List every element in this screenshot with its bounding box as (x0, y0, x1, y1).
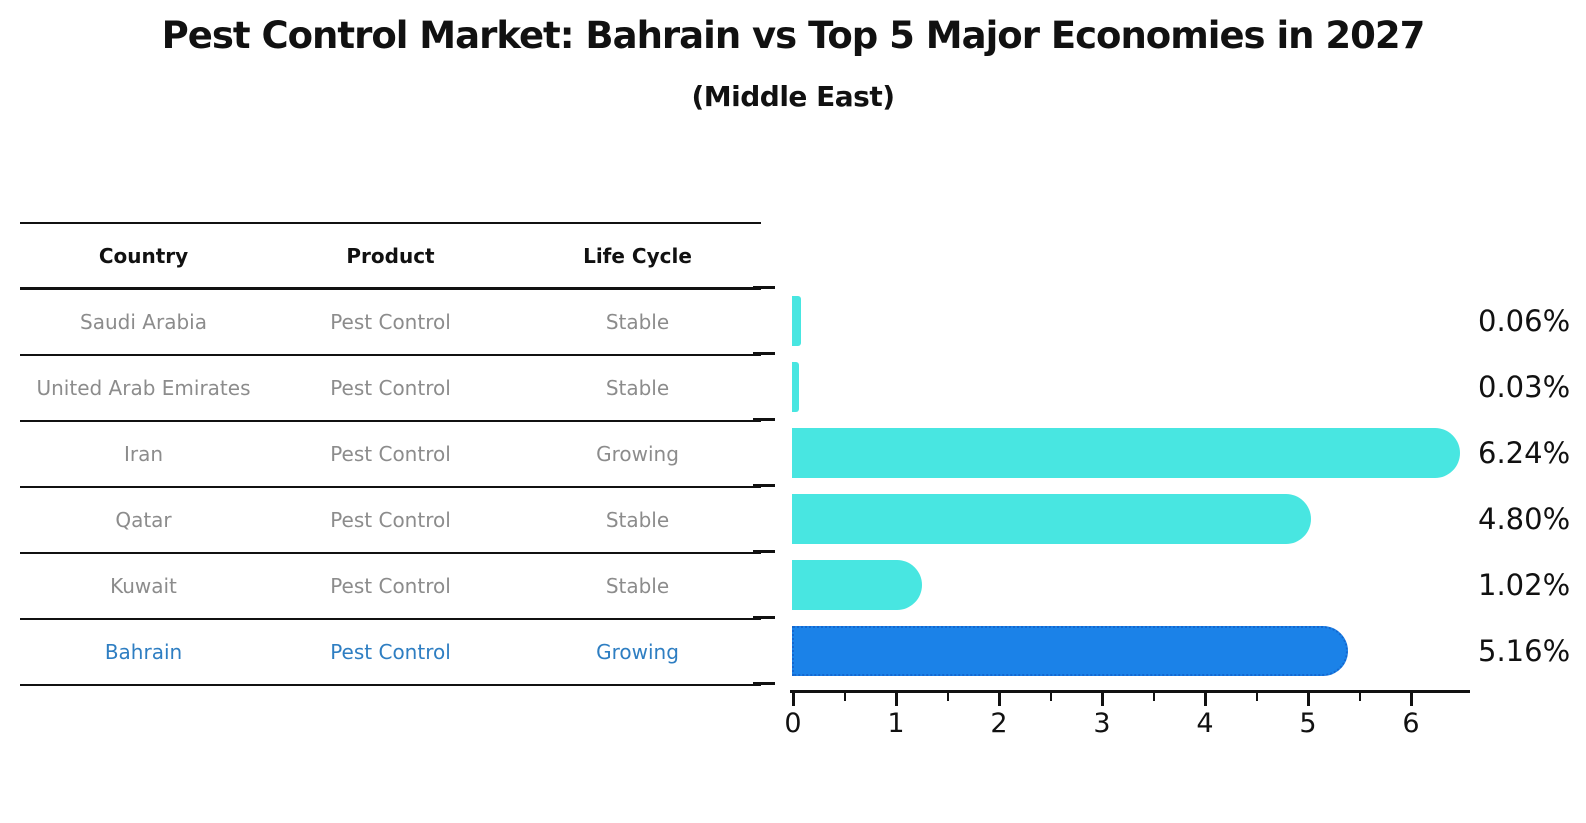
table-header-country: Country (98, 243, 189, 268)
table-cell-life-cycle: Stable (605, 376, 670, 400)
x-axis-tick-label: 6 (1402, 708, 1420, 739)
x-axis-tick (1410, 693, 1413, 706)
y-axis-tick (753, 418, 775, 421)
y-axis-tick (753, 616, 775, 619)
bar (792, 296, 801, 346)
x-axis-minor-tick (1049, 693, 1052, 701)
x-axis-minor-tick (946, 693, 949, 701)
table-cell-life-cycle: Growing (596, 442, 679, 466)
bar-plot-area (792, 288, 1472, 684)
table-row: Kuwait Pest Control Stable (20, 554, 761, 620)
x-axis-tick (1307, 693, 1310, 706)
x-axis-tick-label: 3 (1093, 708, 1111, 739)
bar-value-label: 0.03% (1478, 370, 1571, 404)
table-cell-life-cycle: Stable (605, 574, 670, 598)
table-cell-life-cycle: Stable (605, 310, 670, 334)
table-row: Saudi Arabia Pest Control Stable (20, 290, 761, 356)
table-header-product: Product (346, 243, 435, 268)
table-cell-product: Pest Control (330, 442, 451, 466)
table-row: United Arab Emirates Pest Control Stable (20, 356, 761, 422)
table-cell-country: Kuwait (110, 574, 177, 598)
bar-value-label: 0.06% (1478, 304, 1571, 338)
table-cell-product: Pest Control (330, 640, 451, 664)
x-axis-minor-tick (1358, 693, 1361, 701)
table-header-row: Country Product Life Cycle (20, 224, 761, 290)
bar (792, 428, 1460, 478)
table-cell-life-cycle: Stable (605, 508, 670, 532)
table-cell-country: Iran (123, 442, 164, 466)
bar-value-label: 1.02% (1478, 568, 1571, 602)
y-axis-tick (753, 352, 775, 355)
bar-value-label: 6.24% (1478, 436, 1571, 470)
x-axis-tick-label: 2 (990, 708, 1008, 739)
x-axis-tick (1101, 693, 1104, 706)
country-table: Country Product Life Cycle Saudi Arabia P… (20, 222, 761, 686)
table-cell-life-cycle: Growing (596, 640, 679, 664)
bar-value-label: 5.16% (1478, 634, 1571, 668)
chart-subtitle: (Middle East) (691, 80, 895, 113)
table-row: Bahrain Pest Control Growing (20, 620, 761, 686)
y-axis-tick (753, 286, 775, 289)
table-row: Iran Pest Control Growing (20, 422, 761, 488)
table-cell-country: Saudi Arabia (80, 310, 207, 334)
bar (792, 494, 1311, 544)
table-body: Saudi Arabia Pest Control Stable United Ara… (20, 290, 761, 686)
table-cell-product: Pest Control (330, 376, 451, 400)
bar-value-label: 4.80% (1478, 502, 1571, 536)
x-axis-minor-tick (1152, 693, 1155, 701)
table-cell-product: Pest Control (330, 574, 451, 598)
x-axis-tick (895, 693, 898, 706)
chart-title: Pest Control Market: Bahrain vs Top 5 Ma… (161, 14, 1426, 57)
table-row: Qatar Pest Control Stable (20, 488, 761, 554)
x-axis-tick (998, 693, 1001, 706)
x-axis-tick (792, 693, 795, 706)
bar-highlight (792, 626, 1348, 676)
table-cell-product: Pest Control (330, 508, 451, 532)
y-axis-tick (753, 484, 775, 487)
x-axis-minor-tick (843, 693, 846, 701)
y-axis-tick (753, 550, 775, 553)
x-axis-line (790, 690, 1470, 693)
x-axis-tick-label: 1 (887, 708, 905, 739)
x-axis-tick-label: 5 (1299, 708, 1317, 739)
table-cell-product: Pest Control (330, 310, 451, 334)
y-axis-tick (753, 682, 775, 685)
x-axis-tick-label: 0 (784, 708, 802, 739)
table-cell-country: Bahrain (104, 640, 183, 664)
bar (792, 560, 922, 610)
table-cell-country: Qatar (115, 508, 172, 532)
x-axis-minor-tick (1255, 693, 1258, 701)
bar (792, 362, 799, 412)
table-cell-country: United Arab Emirates (36, 376, 251, 400)
x-axis-tick-label: 4 (1196, 708, 1214, 739)
x-axis-tick (1204, 693, 1207, 706)
table-header-lifecycle: Life Cycle (583, 243, 692, 268)
